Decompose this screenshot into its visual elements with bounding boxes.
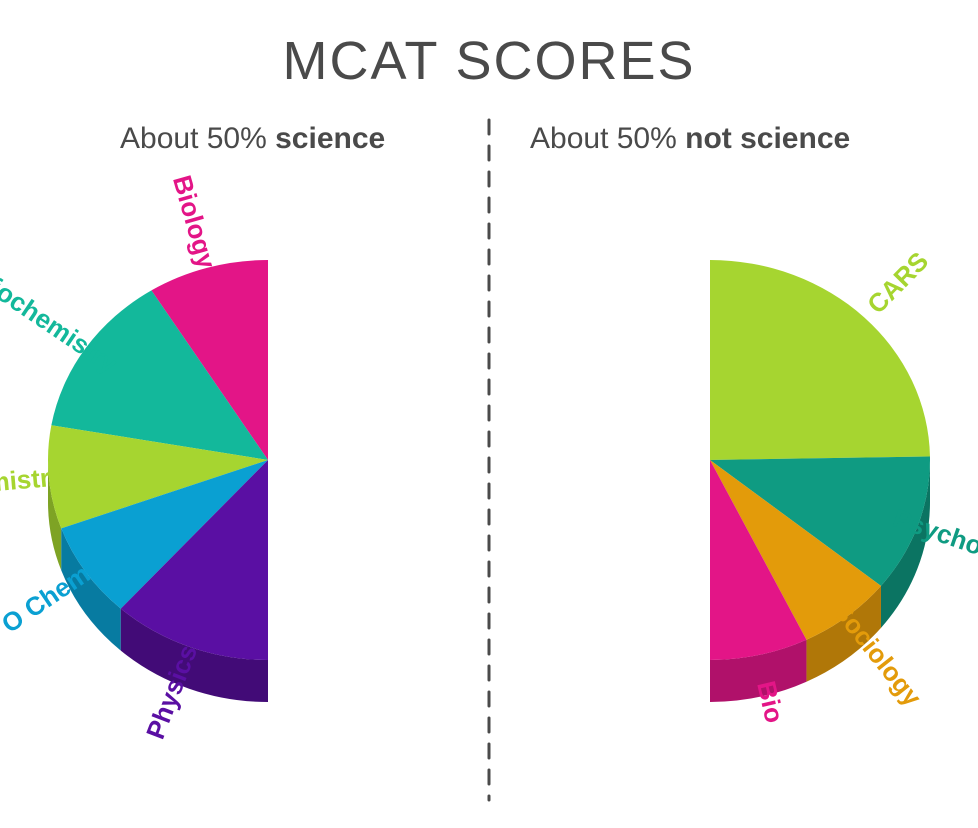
subtitle-left: About 50% science (120, 122, 385, 156)
chart-title: MCAT SCORES (0, 30, 978, 92)
subtitle-right: About 50% not science (530, 122, 850, 156)
